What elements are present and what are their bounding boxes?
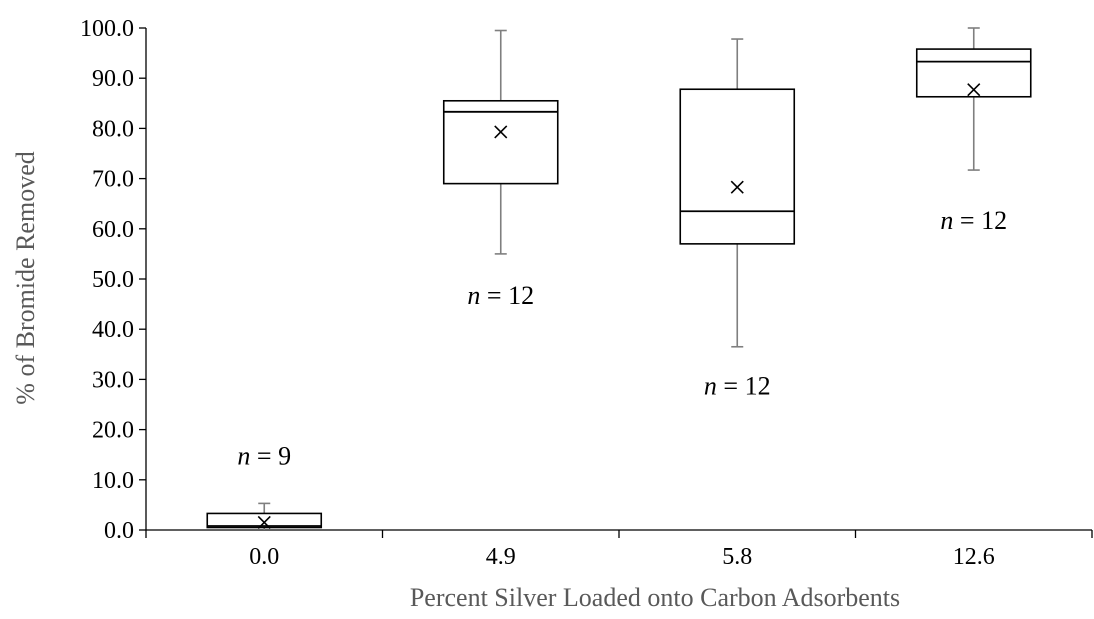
n-symbol: n	[704, 371, 717, 400]
box-group: n = 12	[442, 29, 559, 310]
mean-marker-stroke	[257, 515, 271, 530]
x-axis-title: Percent Silver Loaded onto Carbon Adsorb…	[410, 583, 900, 612]
y-tick-label: 40.0	[92, 317, 134, 343]
y-ticks: 0.0 10.0 20.0 30.0 40.0 50.0 60.0 70.0 80.0 90.0 1…	[80, 16, 146, 544]
y-tick-label: 10.0	[92, 468, 134, 494]
y-tick-label: 90.0	[92, 66, 134, 92]
box-group: n = 12	[915, 27, 1032, 235]
x-tick-label: 5.8	[722, 544, 752, 570]
n-value: = 12	[953, 206, 1007, 235]
box-group: n = 12	[679, 38, 796, 400]
y-tick-label: 100.0	[80, 16, 134, 42]
mean-marker-stroke	[730, 180, 744, 194]
y-tick-label: 0.0	[104, 518, 134, 544]
y-tick-label: 30.0	[92, 367, 134, 393]
y-tick-label: 50.0	[92, 267, 134, 293]
n-symbol: n	[237, 442, 250, 471]
mean-marker-stroke	[494, 125, 508, 139]
x-ticks: 0.0 4.9 5.8 12.6	[145, 530, 1093, 570]
y-tick-label: 70.0	[92, 167, 134, 193]
y-tick-label: 60.0	[92, 217, 134, 243]
n-label: n = 12	[704, 371, 771, 400]
mean-marker	[257, 515, 271, 530]
y-tick-label: 20.0	[92, 418, 134, 444]
x-tick-label: 12.6	[953, 544, 995, 570]
y-axis-title: % of Bromide Removed	[11, 151, 40, 404]
x-tick-label: 4.9	[486, 544, 516, 570]
n-value: = 12	[717, 371, 771, 400]
boxes: n = 9n = 12n = 12n = 12	[206, 27, 1032, 530]
n-label: n = 12	[467, 281, 534, 310]
x-tick-label: 0.0	[249, 544, 279, 570]
iqr-box	[442, 99, 559, 185]
n-label: n = 12	[940, 206, 1007, 235]
mean-marker	[730, 180, 744, 194]
mean-marker	[967, 83, 981, 97]
mean-marker-stroke	[967, 83, 981, 97]
y-tick-label: 80.0	[92, 116, 134, 142]
n-value: = 9	[250, 442, 291, 471]
mean-marker	[494, 125, 508, 139]
n-symbol: n	[467, 281, 480, 310]
iqr-box	[206, 512, 323, 529]
n-value: = 12	[480, 281, 534, 310]
box-group: n = 9	[206, 442, 323, 530]
iqr-box	[679, 88, 796, 245]
n-label: n = 9	[237, 442, 291, 471]
n-symbol: n	[940, 206, 953, 235]
